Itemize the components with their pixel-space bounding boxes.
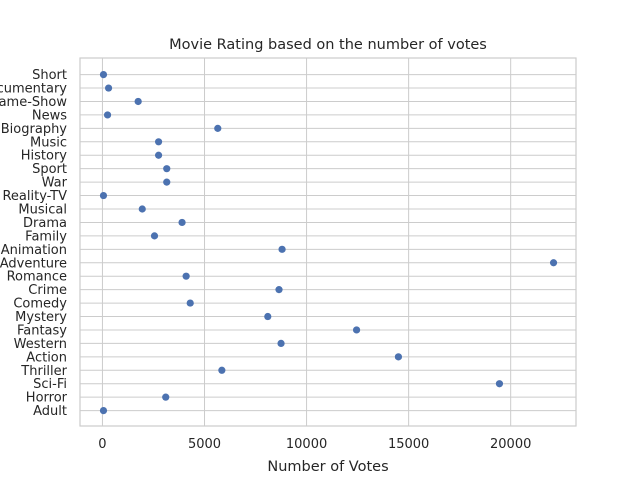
y-tick-label-musical: Musical: [18, 203, 67, 218]
data-point-family: [150, 232, 159, 240]
y-tick-label-western: Western: [14, 337, 67, 352]
y-tick-label-horror: Horror: [26, 391, 68, 406]
y-tick-label-history: History: [21, 149, 68, 164]
data-point-reality-tv: [99, 191, 108, 200]
y-tick-label-romance: Romance: [7, 270, 67, 285]
x-tick-label: 20000: [490, 437, 531, 452]
y-tick-label-thriller: Thriller: [20, 364, 67, 379]
data-point-sci-fi: [495, 380, 504, 388]
y-tick-label-short: Short: [32, 68, 67, 83]
x-tick-label: 5000: [188, 437, 221, 452]
grid-lines: [80, 58, 576, 426]
y-tick-label-adult: Adult: [33, 404, 67, 419]
y-tick-label-animation: Animation: [1, 243, 67, 258]
data-point-news: [103, 111, 112, 119]
chart-title: Movie Rating based on the number of vote…: [169, 37, 487, 53]
x-tick-label: 0: [98, 437, 106, 452]
data-point-history: [154, 151, 163, 159]
y-tick-label-reality-tv: Reality-TV: [2, 189, 67, 204]
data-point-animation: [278, 245, 286, 253]
y-tick-label-game-show: Game-Show: [0, 95, 67, 110]
data-point-romance: [182, 272, 190, 280]
y-tick-label-fantasy: Fantasy: [17, 323, 67, 338]
x-tick-label: 10000: [286, 437, 327, 452]
y-tick-label-documentary: Documentary: [0, 82, 67, 97]
data-point-mystery: [264, 312, 272, 321]
y-tick-label-sci-fi: Sci-Fi: [33, 377, 67, 392]
data-point-music: [154, 138, 163, 146]
plot-border: [79, 57, 577, 427]
data-point-musical: [138, 205, 146, 213]
data-point-thriller: [218, 366, 226, 374]
data-points: [99, 71, 558, 415]
y-tick-label-comedy: Comedy: [13, 297, 67, 312]
y-tick-label-drama: Drama: [23, 216, 67, 231]
data-point-action: [394, 353, 403, 361]
data-point-crime: [275, 286, 283, 294]
data-point-war: [163, 178, 171, 186]
data-point-adventure: [549, 259, 558, 267]
data-point-drama: [178, 218, 186, 227]
y-tick-label-crime: Crime: [28, 283, 67, 298]
y-tick-label-family: Family: [25, 229, 67, 244]
plot-frame: [79, 57, 577, 427]
y-tick-label-news: News: [32, 108, 67, 123]
data-point-short: [99, 71, 108, 79]
y-tick-label-adventure: Adventure: [0, 256, 67, 271]
y-tick-label-war: War: [42, 176, 68, 191]
data-point-western: [277, 339, 285, 347]
y-tick-label-sport: Sport: [32, 162, 67, 177]
data-point-adult: [99, 407, 108, 415]
x-tick-labels: 0 5000 10000 15000 20000: [98, 437, 531, 452]
data-point-fantasy: [352, 326, 361, 334]
y-tick-label-biography: Biography: [1, 122, 68, 137]
x-axis-label: Number of Votes: [267, 459, 388, 475]
x-tick-label: 15000: [388, 437, 429, 452]
y-tick-label-music: Music: [30, 135, 67, 150]
y-tick-label-action: Action: [26, 350, 67, 365]
y-tick-label-mystery: Mystery: [15, 310, 67, 325]
data-point-horror: [162, 393, 170, 401]
data-point-documentary: [104, 84, 113, 92]
y-tick-labels: ShortDocumentaryGame-ShowNewsBiographyMu…: [0, 68, 68, 419]
data-point-biography: [214, 124, 222, 132]
data-point-game-show: [134, 97, 142, 106]
data-point-sport: [163, 165, 171, 173]
data-point-comedy: [186, 299, 194, 307]
